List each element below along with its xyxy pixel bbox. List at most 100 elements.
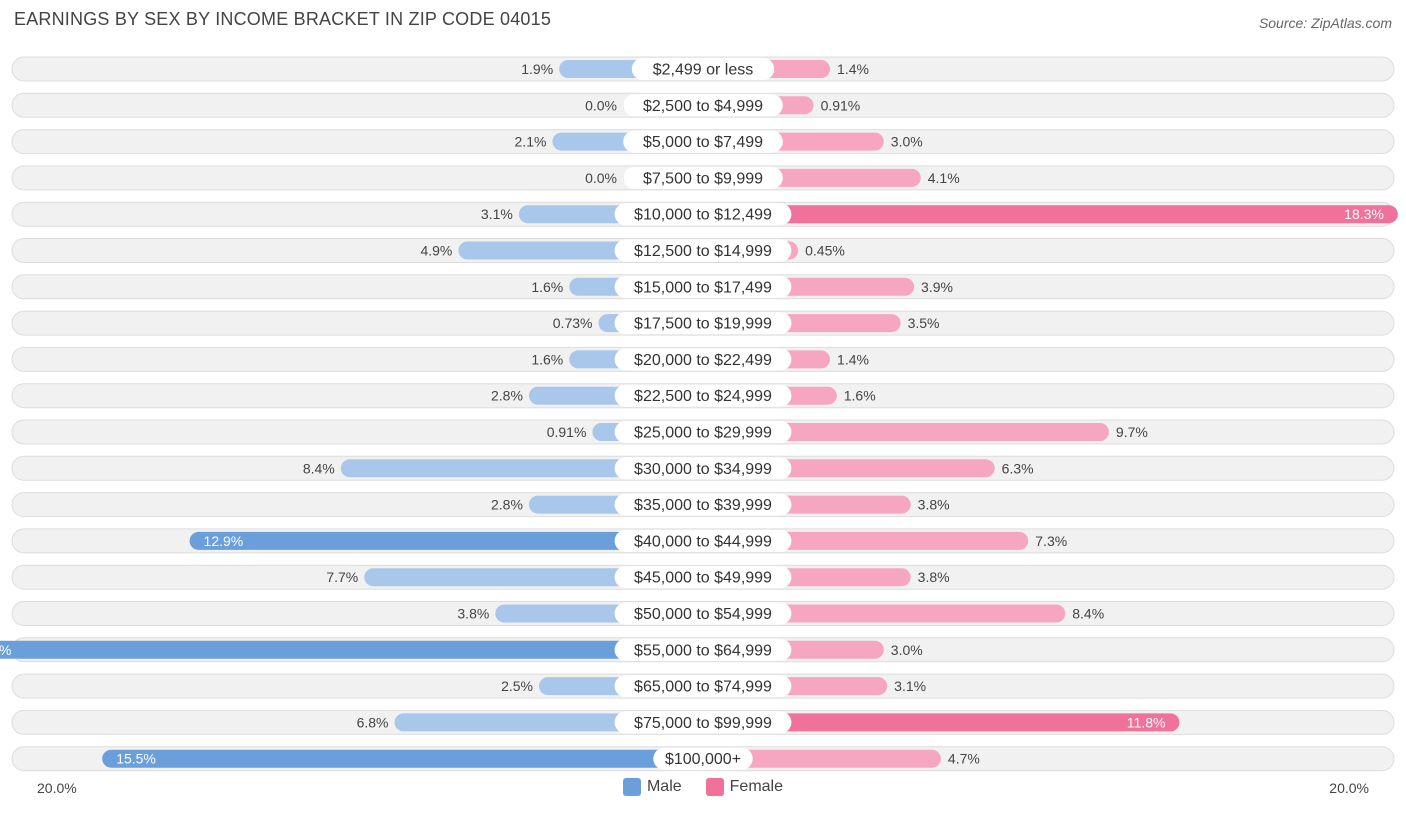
source-credit: Source: ZipAtlas.com [1258,15,1392,31]
chart-row: 12.9% 7.3% $40,000 to $44,999 [11,528,1395,554]
bar-male [102,749,703,768]
category-label: $25,000 to $29,999 [634,425,772,442]
value-label-male: 15.5% [116,751,156,767]
legend: Male Female [0,778,1406,796]
legend-item-male[interactable]: Male [622,778,682,796]
category-label-background [614,348,792,371]
axis-right-label: 20.0% [1329,780,1369,796]
category-label: $55,000 to $64,999 [634,642,772,659]
bar-female [703,205,1398,224]
value-label-male: 2.1% [515,134,547,150]
chart-row: 1.6% 1.4% $20,000 to $22,499 [11,346,1395,372]
value-label-female: 3.1% [894,678,926,694]
category-label: $75,000 to $99,999 [634,715,772,732]
value-label-female: 3.5% [908,315,940,331]
value-label-male: 12.9% [204,533,244,549]
bar-male [340,459,703,478]
value-label-female: 3.8% [918,569,950,585]
chart-row: 2.8% 1.6% $22,500 to $24,999 [11,383,1395,409]
chart-row: 0.0% 4.1% $7,500 to $9,999 [11,165,1395,191]
value-label-male: 1.9% [521,61,553,77]
value-label-male: 3.1% [481,206,513,222]
category-label: $5,000 to $7,499 [643,134,763,151]
chart-title: EARNINGS BY SEX BY INCOME BRACKET IN ZIP… [14,9,552,29]
value-label-female: 9.7% [1116,424,1148,440]
category-label-background [614,711,792,734]
chart-row: 1.9% 1.4% $2,499 or less [11,56,1395,82]
category-label-background [614,493,792,516]
value-label-female: 1.4% [837,61,869,77]
chart-row: 15.5% 4.7% $100,000+ [11,746,1395,772]
legend-item-female[interactable]: Female [705,778,783,796]
bar-female [703,749,941,768]
chart-row: 2.8% 3.8% $35,000 to $39,999 [11,492,1395,518]
value-label-male: 0.0% [585,97,617,113]
value-label-female: 18.3% [1344,206,1384,222]
value-label-male: 2.8% [491,388,523,404]
chart-row: 2.5% 3.1% $65,000 to $74,999 [11,673,1395,699]
category-label: $7,500 to $9,999 [643,170,763,187]
chart-row: 7.7% 3.8% $45,000 to $49,999 [11,564,1395,590]
category-label: $35,000 to $39,999 [634,497,772,514]
value-label-male: 19.8% [0,642,11,658]
value-label-female: 7.3% [1035,533,1067,549]
value-label-male: 4.9% [420,243,452,259]
category-label: $100,000+ [665,751,741,768]
value-label-male: 1.6% [531,279,563,295]
category-label-background [653,747,753,770]
chart-row: 0.91% 9.7% $25,000 to $29,999 [11,419,1395,445]
value-label-male: 6.8% [357,714,389,730]
value-label-male: 2.8% [491,497,523,513]
chart-row: 0.73% 3.5% $17,500 to $19,999 [11,310,1395,336]
category-label: $15,000 to $17,499 [634,279,772,296]
value-label-female: 8.4% [1072,606,1104,622]
value-label-female: 6.3% [1002,460,1034,476]
chart-row: 1.6% 3.9% $15,000 to $17,499 [11,274,1395,300]
category-label-background [614,421,792,443]
axis-left-label: 20.0% [37,780,77,796]
bar-male [0,640,703,659]
value-label-female: 3.0% [891,134,923,150]
chart-row: 19.8% 3.0% $55,000 to $64,999 [0,637,1395,663]
category-label: $17,500 to $19,999 [634,316,772,333]
value-label-male: 0.0% [585,170,617,186]
value-label-female: 4.7% [948,751,980,767]
category-label-background [614,312,792,335]
value-label-male: 7.7% [326,569,358,585]
category-label: $45,000 to $49,999 [634,570,772,587]
value-label-male: 3.8% [457,606,489,622]
category-label-background [614,384,792,407]
category-label-background [614,566,792,589]
category-label-background [614,457,792,480]
chart-canvas: 1.9% 1.4% $2,499 or less 0.0% 0.91% $2,500 to… [0,56,1398,772]
value-label-female: 1.4% [837,351,869,367]
chart-row: 8.4% 6.3% $30,000 to $34,999 [11,455,1395,481]
chart-row: 4.9% 0.45% $12,500 to $14,999 [11,238,1395,263]
category-label-background [623,130,783,153]
category-label: $50,000 to $54,999 [634,606,772,623]
category-label-background [614,602,792,625]
value-label-male: 8.4% [303,460,335,476]
category-label: $40,000 to $44,999 [634,533,772,550]
bar-female [703,423,1109,441]
category-label-background [614,239,792,262]
category-label-background [631,58,775,80]
value-label-male: 1.6% [531,351,563,367]
category-label-background [623,94,783,117]
category-label: $30,000 to $34,999 [634,461,772,478]
category-label: $65,000 to $74,999 [634,679,772,696]
value-label-female: 4.1% [928,170,960,186]
value-label-female: 1.6% [844,388,876,404]
value-label-female: 3.9% [921,279,953,295]
chart-row: 0.0% 0.91% $2,500 to $4,999 [11,92,1395,118]
value-label-male: 0.73% [553,315,593,331]
value-label-female: 3.8% [918,497,950,513]
category-label: $20,000 to $22,499 [634,352,772,369]
value-label-male: 0.91% [547,424,587,440]
category-label: $12,500 to $14,999 [634,243,772,260]
chart-row: 6.8% 11.8% $75,000 to $99,999 [11,709,1395,735]
category-label-background [614,638,792,661]
value-label-female: 3.0% [891,642,923,658]
category-label: $10,000 to $12,499 [634,207,772,224]
value-label-female: 11.8% [1127,714,1166,730]
